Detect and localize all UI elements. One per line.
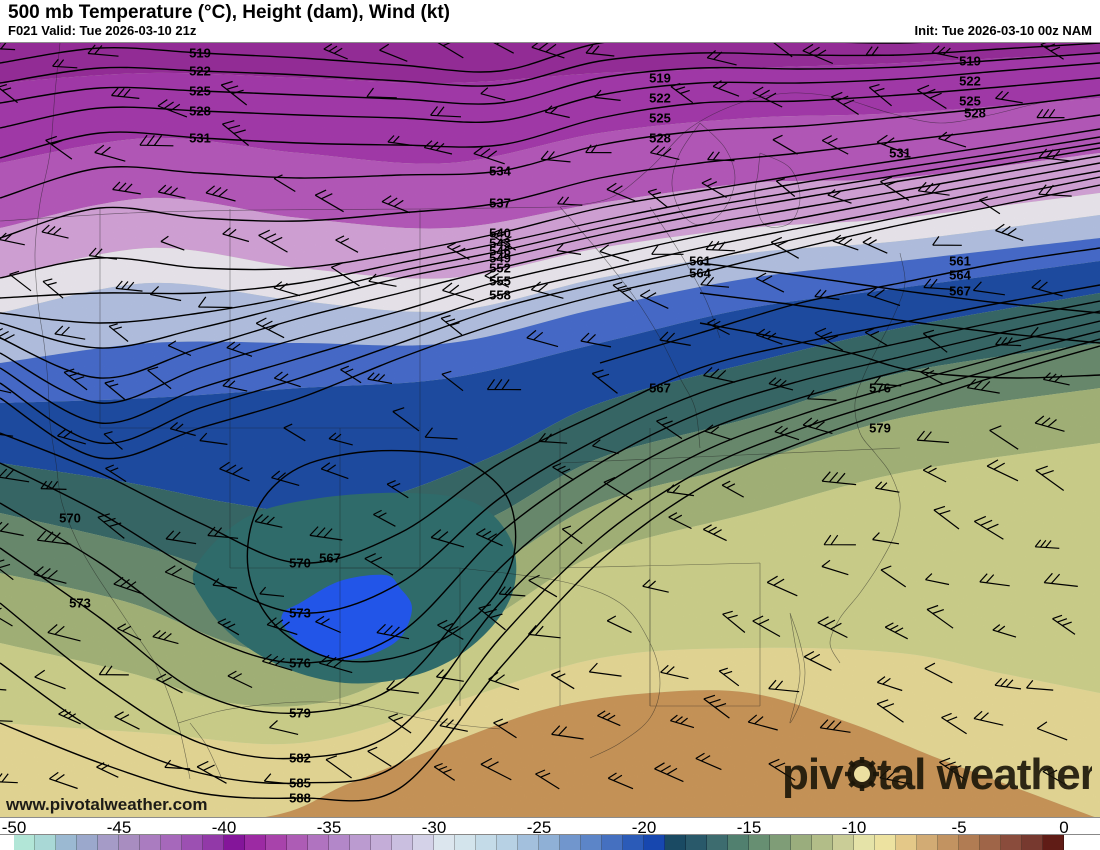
- svg-text:tal weather: tal weather: [877, 750, 1092, 799]
- svg-text:piv: piv: [782, 750, 844, 799]
